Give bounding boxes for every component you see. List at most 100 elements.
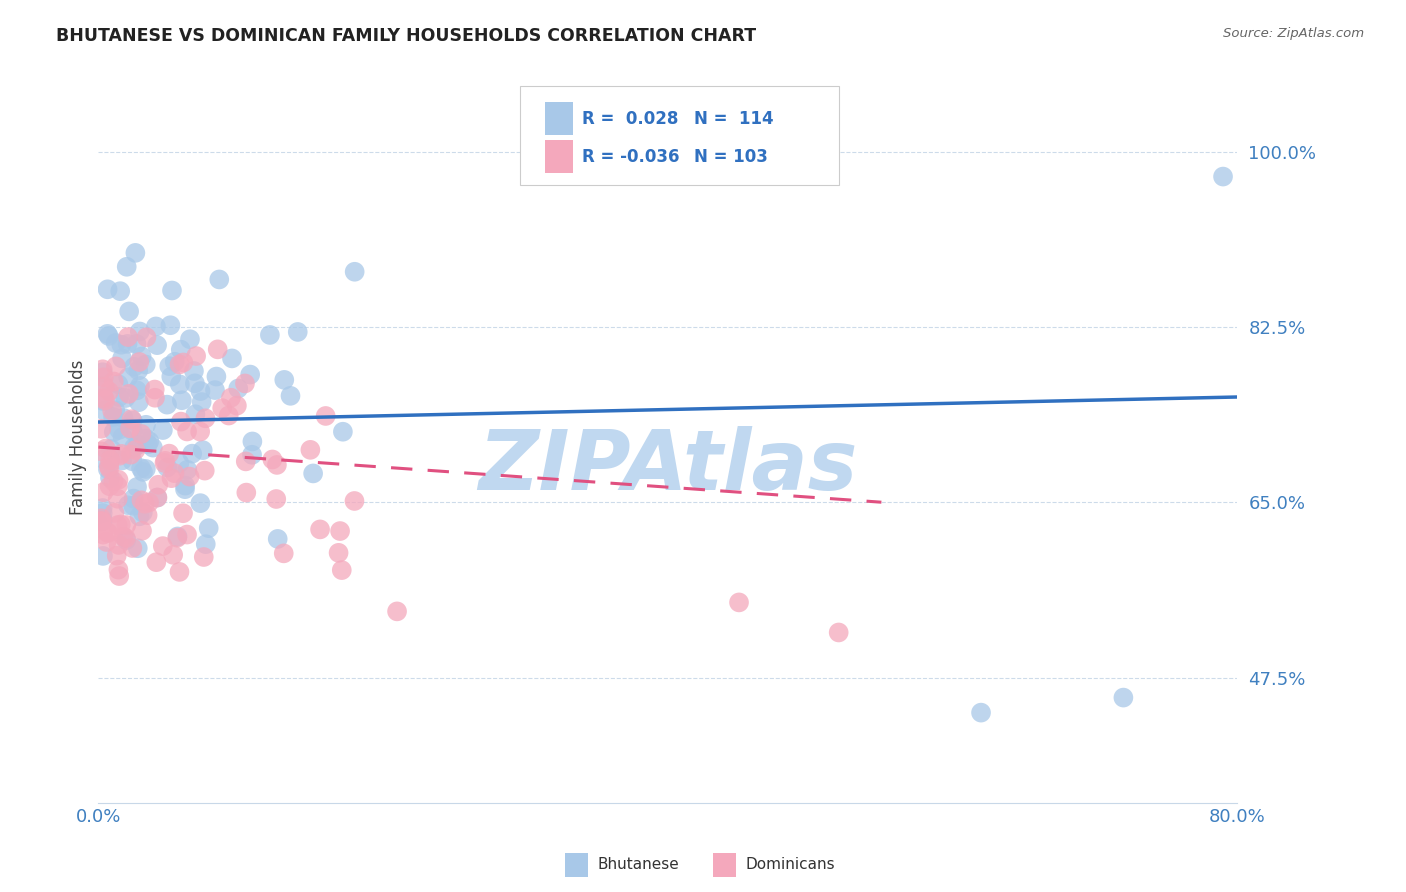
Point — [124, 245, 146, 260]
FancyBboxPatch shape — [546, 140, 574, 173]
Point — [90, 422, 112, 436]
Point — [101, 410, 124, 425]
Point — [162, 548, 184, 562]
Point — [96, 535, 118, 549]
Point — [160, 284, 183, 298]
Point — [93, 404, 115, 418]
Point — [105, 549, 128, 563]
Point — [183, 364, 205, 378]
Point — [153, 456, 176, 470]
Text: N =  114: N = 114 — [695, 110, 773, 128]
Point — [128, 509, 150, 524]
Point — [97, 282, 120, 296]
Point — [91, 393, 114, 408]
Text: R =  0.028: R = 0.028 — [582, 110, 679, 128]
Point — [135, 330, 157, 344]
Point — [91, 506, 114, 520]
Point — [135, 417, 157, 432]
Point — [155, 454, 177, 468]
Point — [264, 491, 287, 506]
Point — [184, 407, 207, 421]
Point — [112, 411, 135, 425]
Point — [107, 479, 129, 493]
Point — [728, 595, 751, 609]
Point — [98, 453, 121, 467]
Point — [166, 529, 188, 543]
Point — [93, 452, 115, 467]
Point — [221, 351, 243, 366]
Point — [94, 393, 117, 408]
Point — [169, 565, 191, 579]
Point — [93, 391, 115, 405]
Point — [332, 425, 354, 439]
Point — [1112, 690, 1135, 705]
Point — [142, 441, 165, 455]
Point — [117, 330, 139, 344]
Point — [156, 398, 179, 412]
Point — [118, 304, 141, 318]
Point — [122, 441, 145, 455]
Point — [90, 514, 112, 528]
Point — [179, 469, 201, 483]
Point — [166, 531, 188, 545]
Point — [122, 499, 145, 513]
Point — [152, 539, 174, 553]
Point — [157, 359, 180, 373]
Point — [190, 395, 212, 409]
Point — [135, 462, 157, 476]
Point — [114, 531, 136, 545]
Point — [259, 328, 281, 343]
Point — [197, 521, 219, 535]
Point — [104, 403, 127, 417]
Point — [385, 604, 408, 618]
Point — [219, 391, 242, 405]
Point — [194, 464, 217, 478]
Point — [111, 430, 134, 444]
Point — [172, 506, 194, 520]
Point — [131, 493, 153, 508]
Point — [127, 438, 149, 452]
Point — [138, 495, 160, 509]
FancyBboxPatch shape — [520, 86, 839, 185]
Point — [190, 384, 212, 398]
Point — [208, 272, 231, 286]
Point — [174, 478, 197, 492]
Point — [98, 471, 121, 485]
Point — [107, 377, 129, 392]
Point — [117, 370, 139, 384]
Point — [97, 329, 120, 343]
Text: R = -0.036: R = -0.036 — [582, 147, 681, 166]
Point — [107, 491, 129, 506]
Point — [125, 337, 148, 351]
Point — [124, 443, 146, 458]
Point — [111, 453, 134, 467]
Point — [262, 452, 284, 467]
Text: Source: ZipAtlas.com: Source: ZipAtlas.com — [1223, 27, 1364, 40]
Point — [121, 414, 143, 428]
Point — [188, 425, 211, 439]
Text: N = 103: N = 103 — [695, 147, 768, 166]
Point — [100, 442, 122, 456]
Point — [127, 541, 149, 556]
Point — [103, 425, 125, 439]
Point — [97, 462, 120, 476]
Point — [299, 442, 322, 457]
Point — [122, 491, 145, 506]
Text: Bhutanese: Bhutanese — [598, 857, 679, 872]
Point — [309, 522, 332, 536]
Point — [104, 359, 127, 374]
Point — [240, 448, 263, 462]
Point — [170, 343, 193, 357]
Point — [108, 449, 131, 463]
Point — [91, 365, 114, 379]
Point — [96, 326, 118, 341]
Point — [302, 467, 325, 481]
Point — [235, 454, 257, 468]
Point — [128, 395, 150, 409]
Point — [107, 538, 129, 552]
Point — [94, 442, 117, 456]
Point — [343, 494, 366, 508]
Point — [315, 409, 337, 423]
Point — [145, 319, 167, 334]
Point — [267, 532, 290, 546]
